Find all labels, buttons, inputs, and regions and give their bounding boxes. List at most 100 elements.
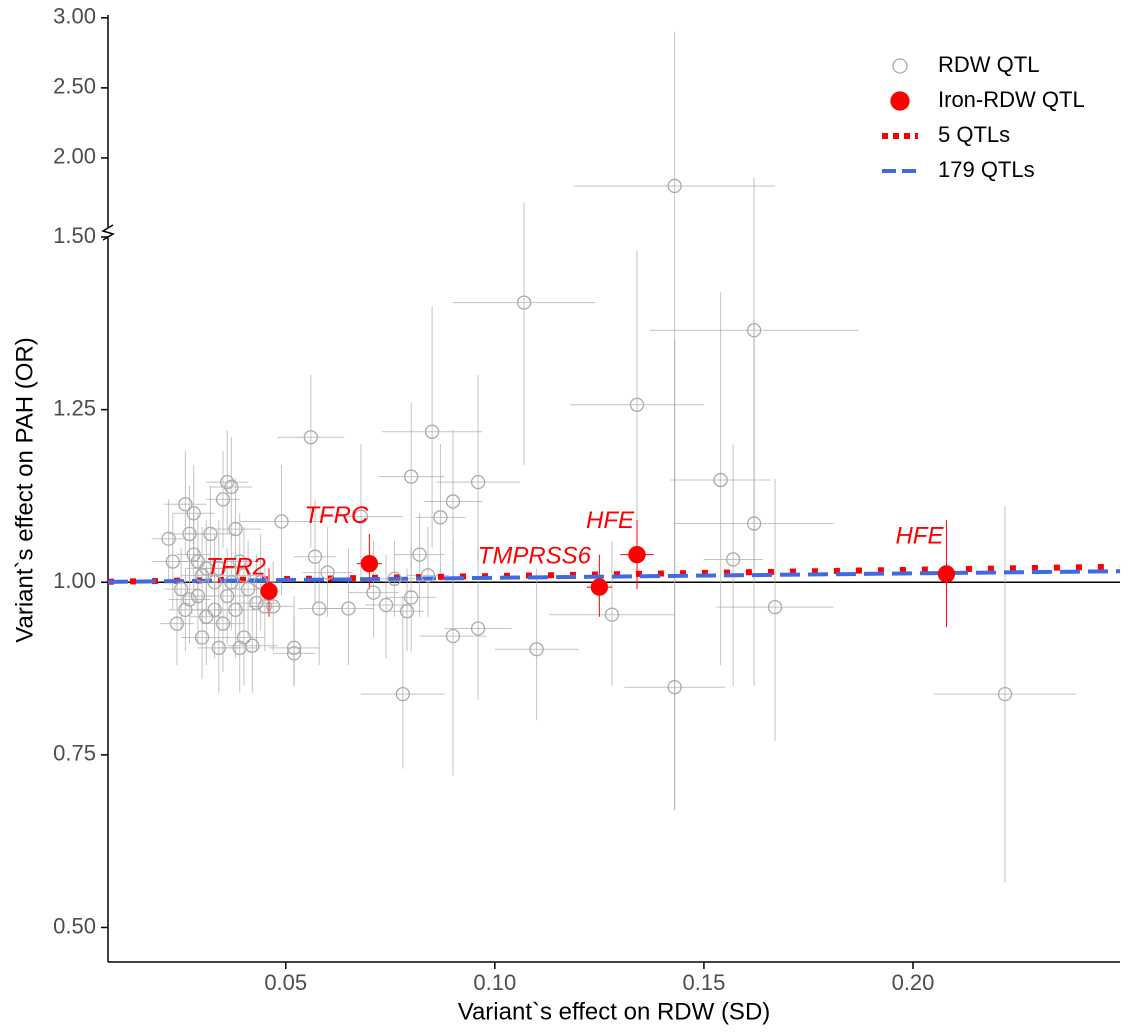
point [420,568,436,583]
x-tick-label: 0.20 [892,970,935,995]
point [266,599,281,614]
point [395,686,410,702]
point [433,510,448,525]
point [215,492,231,507]
point [767,599,783,615]
point [387,571,402,586]
iron-point [937,565,956,583]
point [399,604,415,619]
point [228,521,243,537]
point [186,547,201,562]
point [286,640,302,655]
point [224,575,239,590]
point [445,628,461,644]
point [378,597,394,613]
legend-label: RDW QTL [938,52,1039,77]
legend-label: 5 QTLs [938,122,1010,147]
point [186,506,201,521]
legend-symbol [892,58,908,74]
y-axis-label: Variant`s effect on PAH (OR) [11,337,38,642]
point [182,592,197,607]
point [228,602,243,618]
point [194,630,210,645]
point [303,430,318,445]
point [470,474,486,490]
y-tick-label: 1.25 [53,395,96,420]
point [320,565,335,580]
point [286,646,302,661]
legend-label: 179 QTLs [938,157,1035,182]
y-tick-label: 0.75 [53,741,96,766]
point [341,601,356,616]
point [353,509,369,524]
point [182,526,197,542]
point [366,585,381,600]
y-tick-label: 2.50 [53,74,96,99]
point [249,595,264,611]
point [257,599,272,614]
legend-label: Iron-RDW QTL [938,87,1085,112]
point [190,554,206,569]
point [307,549,323,564]
y-tick-label: 3.00 [53,4,96,29]
point [470,621,486,636]
point [232,554,247,569]
point-label: TFR2 [206,554,266,581]
point [629,397,645,412]
x-tick-label: 0.15 [682,970,725,995]
y-tick-label: 1.00 [53,568,96,593]
point [236,568,252,583]
point [207,602,222,618]
point [169,616,185,631]
point [746,323,762,338]
iron-point [260,582,278,600]
point [424,424,440,439]
point [211,640,226,655]
point [190,588,206,604]
point [404,590,419,605]
point [713,472,728,488]
point [245,638,260,653]
y-tick-label: 2.00 [53,144,96,169]
point-label: TMPRSS6 [478,542,592,569]
point [312,601,327,616]
point [178,602,193,618]
point [445,494,461,509]
fit-line [107,563,1121,585]
point [746,516,762,531]
x-axis-label: Variant`s effect on RDW (SD) [458,998,771,1025]
point [516,295,532,310]
iron-point [628,545,646,564]
point [174,581,189,597]
point [203,526,218,542]
point [274,514,289,529]
point [236,630,252,645]
point [997,686,1013,702]
point [253,575,268,590]
point [211,561,226,576]
iron-point [360,554,379,573]
point [220,474,235,490]
y-tick-label: 0.50 [53,913,96,938]
iron-point [590,578,609,596]
point-label: HFE [586,507,635,534]
point [199,609,214,624]
x-tick-label: 0.10 [473,970,516,995]
point [178,497,193,512]
point-label: TFRC [304,502,369,529]
point [529,642,544,657]
legend-symbol [890,91,910,111]
point [667,680,682,695]
point [161,531,176,546]
point [604,607,620,622]
point [726,552,741,567]
point [215,616,231,631]
point [194,568,210,583]
point [207,575,222,590]
point [412,547,427,562]
point [667,178,682,194]
x-tick-label: 0.05 [264,970,307,995]
point [240,581,256,597]
point-label: HFE [895,522,944,549]
